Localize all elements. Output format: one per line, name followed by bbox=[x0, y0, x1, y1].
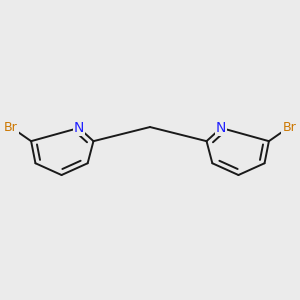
Text: N: N bbox=[216, 121, 226, 135]
Text: Br: Br bbox=[4, 121, 18, 134]
Text: N: N bbox=[74, 121, 84, 135]
Text: Br: Br bbox=[282, 121, 296, 134]
